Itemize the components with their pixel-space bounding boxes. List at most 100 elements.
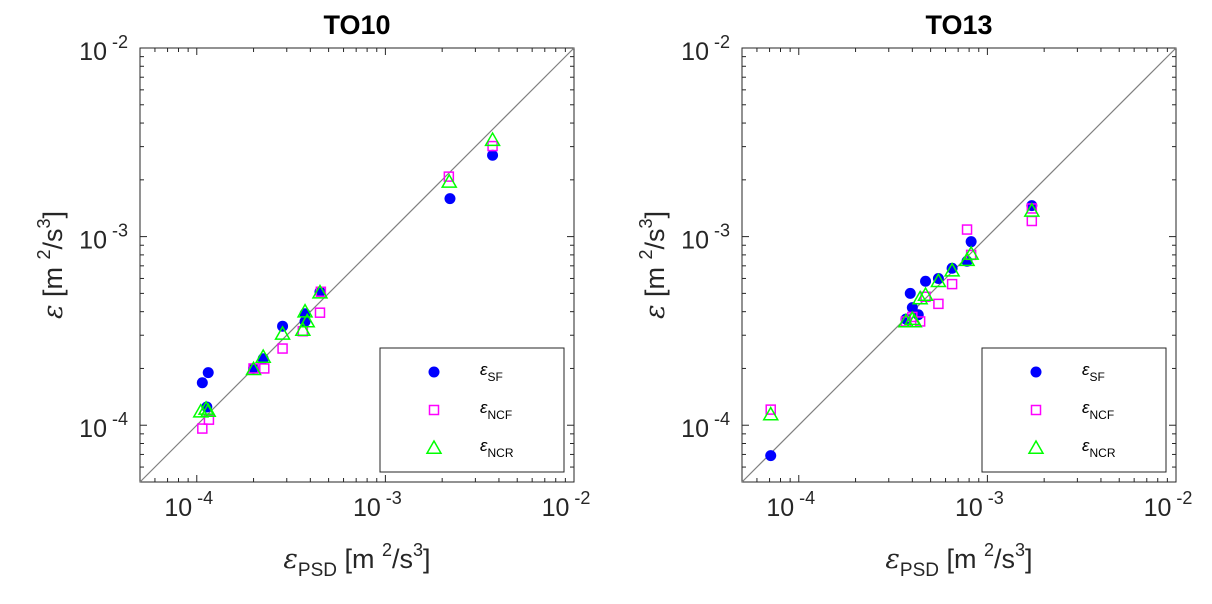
x-axis-label-superscript-2: 3 xyxy=(1015,540,1025,560)
x-tick-label-base: 10 xyxy=(766,494,794,522)
x-tick-label-base: 10 xyxy=(542,494,570,522)
data-point-ncr xyxy=(943,262,961,277)
x-tick-label-base: 10 xyxy=(353,494,381,522)
x-axis-label-unit-end: ] xyxy=(423,544,431,574)
legend-box xyxy=(981,347,1167,473)
tick-marks xyxy=(139,48,574,483)
y-tick-label-exponent: -3 xyxy=(709,221,730,241)
x-tick-label: 10 -4 xyxy=(164,488,213,522)
x-axis-label-unit: [m xyxy=(939,544,984,574)
data-point-ncf xyxy=(961,224,973,235)
x-axis-label-symbol: ε xyxy=(283,544,298,575)
data-point-ncr xyxy=(930,272,947,288)
data-point-ncf xyxy=(203,414,215,425)
y-tick-label-base: 10 xyxy=(681,415,709,443)
y-axis-label: ε [m 2/s3] xyxy=(636,211,671,319)
chart-title: TO10 xyxy=(323,10,390,40)
data-point-ncr xyxy=(298,312,316,328)
data-point-ncr xyxy=(962,245,980,260)
data-point-ncr xyxy=(197,400,215,415)
y-tick-label-base: 10 xyxy=(681,227,709,255)
legend-entry-symbol: ε xyxy=(1082,398,1090,417)
legend-marker-sf xyxy=(1030,366,1042,378)
y-axis-label-unit-mid: /s xyxy=(640,229,670,250)
data-point-ncr xyxy=(1023,202,1041,217)
y-axis-label-superscript-2: 3 xyxy=(636,218,656,228)
data-point-ncf xyxy=(277,343,288,354)
x-tick-label: 10 -2 xyxy=(1144,488,1193,522)
x-tick-label-exponent: -3 xyxy=(381,488,402,508)
y-tick-label: 10 -4 xyxy=(79,409,128,443)
y-axis-label-unit: [m xyxy=(38,260,68,305)
data-point-ncf xyxy=(765,404,776,415)
x-axis-label-superscript-2: 3 xyxy=(413,540,423,560)
data-point-ncr xyxy=(762,405,780,421)
series-ncr xyxy=(762,202,1041,421)
x-tick-label-exponent: -4 xyxy=(192,488,213,508)
legend-marker-sf xyxy=(428,366,440,378)
data-point-ncr xyxy=(897,312,915,328)
data-point-ncr xyxy=(440,173,458,188)
data-point-sf xyxy=(202,367,214,379)
y-axis-label-symbol: ε xyxy=(38,305,69,320)
x-axis-label-unit-end: ] xyxy=(1025,544,1033,574)
data-point-ncr xyxy=(917,286,934,302)
y-tick-label: 10 -4 xyxy=(681,409,730,443)
x-tick-label: 10 -2 xyxy=(542,488,591,522)
data-point-ncr xyxy=(199,402,217,417)
data-point-sf xyxy=(904,287,916,299)
y-axis-label-superscript: 2 xyxy=(636,250,656,260)
data-point-ncf xyxy=(946,278,958,290)
y-axis-label-unit: [m xyxy=(640,260,670,305)
data-point-ncf xyxy=(197,423,208,434)
y-tick-label: 10 -2 xyxy=(681,32,730,66)
y-tick-label-base: 10 xyxy=(79,38,107,66)
data-point-sf xyxy=(932,272,944,284)
x-axis-label-unit-mid: /s xyxy=(392,544,413,574)
y-tick-label: 10 -3 xyxy=(79,221,128,255)
legend-marker-ncr xyxy=(1027,439,1045,454)
y-axis-label-unit-end: ] xyxy=(640,211,670,219)
legend-entry-subscript: SF xyxy=(1089,370,1104,384)
x-axis-label-unit-mid: /s xyxy=(994,544,1015,574)
legend-entry-sf: εSF xyxy=(1082,360,1105,384)
data-point-sf xyxy=(965,236,977,248)
legend-entry-symbol: ε xyxy=(480,360,488,379)
data-point-ncf xyxy=(259,363,270,374)
legend-entry-sf: εSF xyxy=(480,360,503,384)
legend-entry-subscript: NCF xyxy=(1089,408,1114,422)
x-axis-label: εPSD [m 2/s3] xyxy=(283,540,430,581)
legend-entry-symbol: ε xyxy=(480,398,488,417)
x-axis-label-subscript: PSD xyxy=(298,560,337,581)
legend-entry-subscript: NCR xyxy=(487,446,513,460)
data-point-ncr xyxy=(484,131,501,147)
y-tick-label-exponent: -4 xyxy=(709,409,730,429)
y-axis-label-superscript-2: 3 xyxy=(34,218,54,228)
data-point-ncf xyxy=(443,171,455,182)
data-point-ncr xyxy=(254,348,272,363)
data-point-sf xyxy=(487,149,499,161)
y-axis-label: ε [m 2/s3] xyxy=(34,211,69,319)
data-point-ncr xyxy=(274,325,291,340)
x-axis-label-symbol: ε xyxy=(885,544,900,575)
chart-title: TO13 xyxy=(925,10,992,40)
data-point-ncr xyxy=(906,312,923,328)
x-tick-label: 10 -3 xyxy=(353,488,402,522)
data-point-sf xyxy=(196,377,208,389)
x-axis-label-superscript: 2 xyxy=(382,540,392,560)
data-point-sf xyxy=(946,262,958,274)
legend-entry-subscript: NCR xyxy=(1089,446,1115,460)
data-point-ncr xyxy=(294,321,312,336)
y-axis-label-unit-mid: /s xyxy=(38,229,68,250)
legend-entry-ncf: εNCF xyxy=(480,398,512,422)
x-tick-label-base: 10 xyxy=(955,494,983,522)
x-tick-label-exponent: -4 xyxy=(794,488,815,508)
x-axis-label-subscript: PSD xyxy=(900,560,939,581)
data-point-ncf xyxy=(248,363,259,374)
data-point-ncr xyxy=(311,284,329,299)
x-tick-label-base: 10 xyxy=(164,494,192,522)
legend-entry-ncr: εNCR xyxy=(480,436,514,460)
